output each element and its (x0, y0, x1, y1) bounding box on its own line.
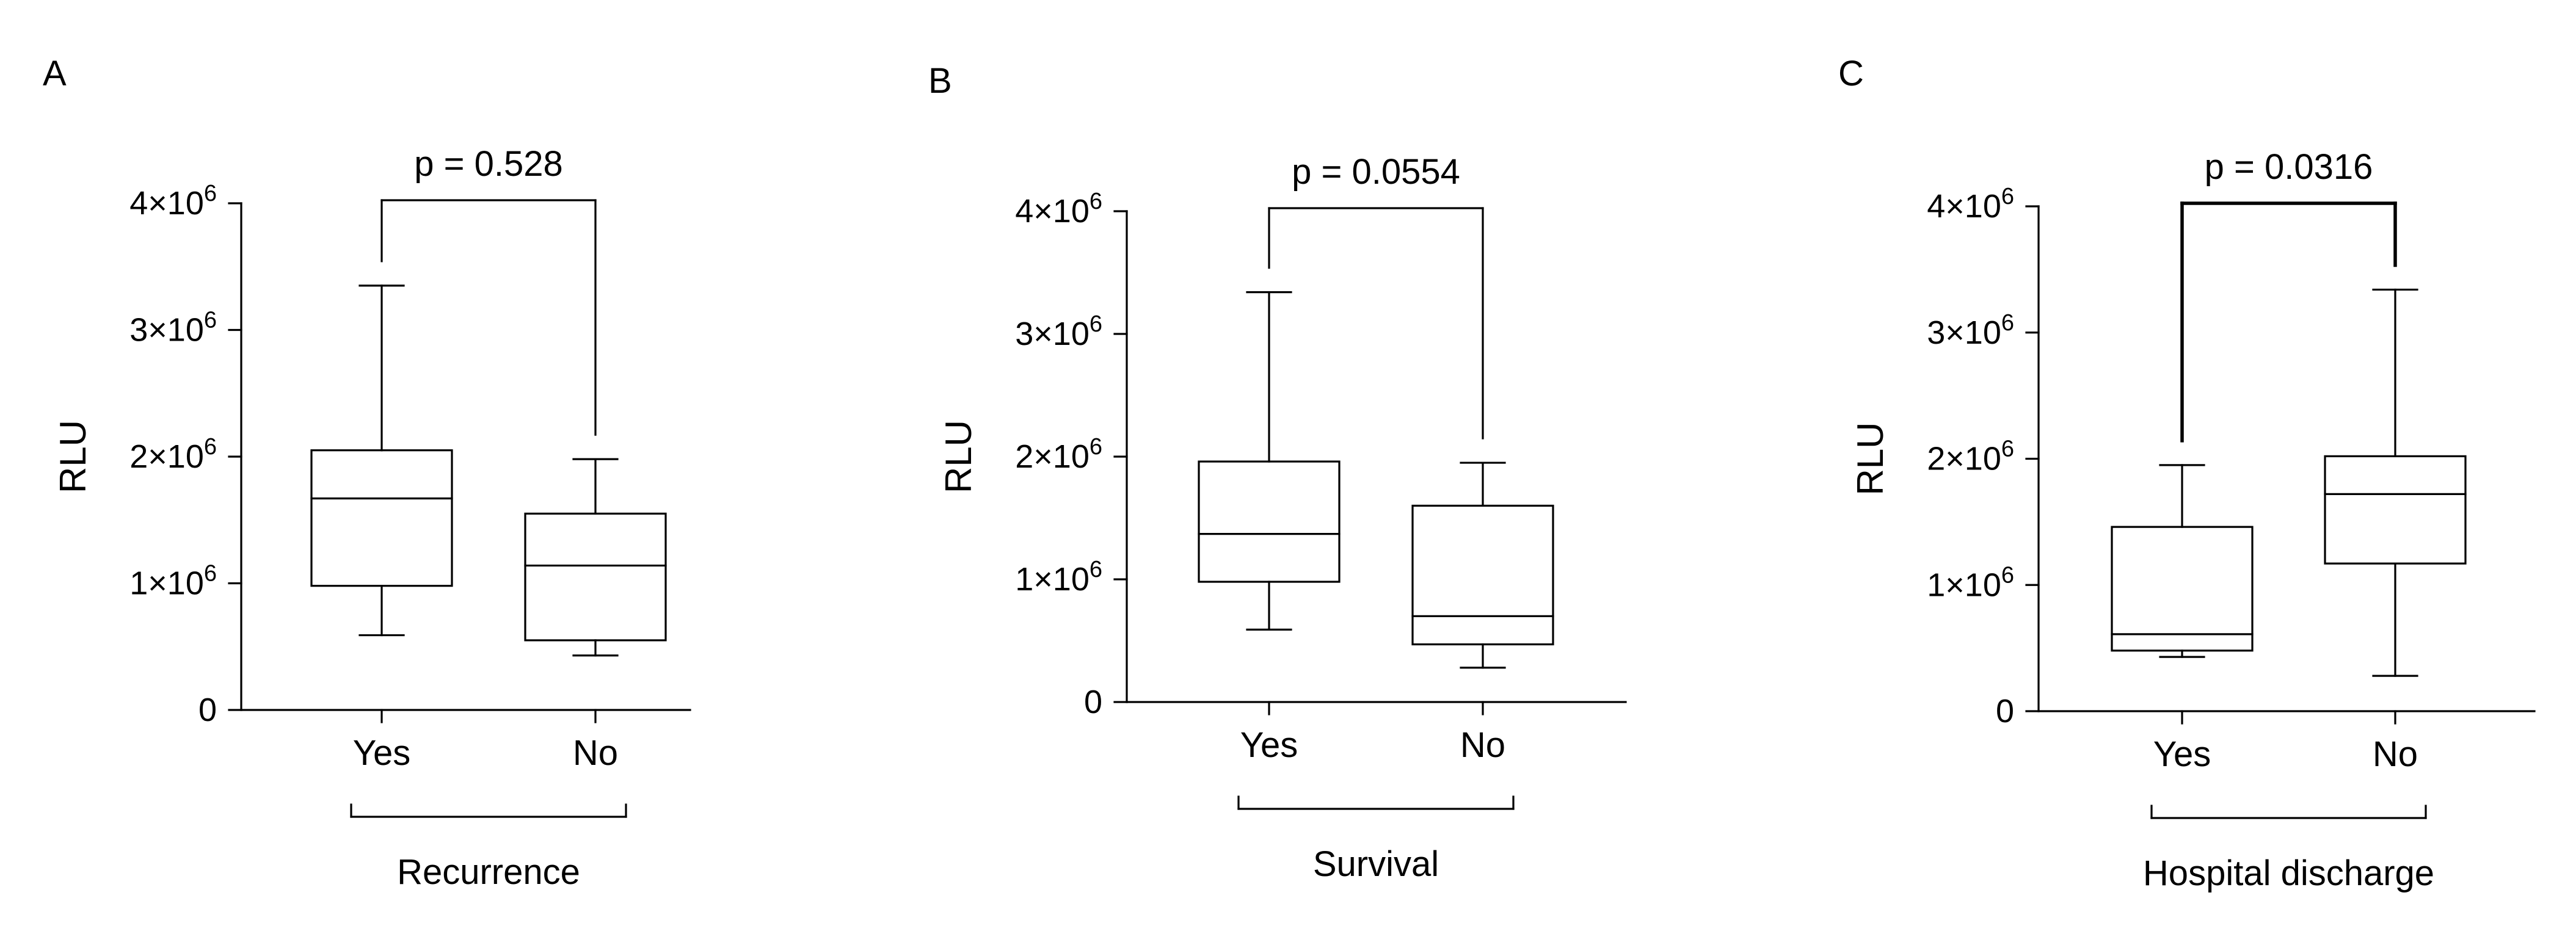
box-yes (1198, 291, 1341, 631)
y-tick-label: 0 (198, 692, 217, 728)
iqr-box (1198, 460, 1341, 583)
y-axis-label: RLU (53, 420, 93, 493)
group-label: Recurrence (397, 852, 580, 892)
panel-label: A (43, 54, 67, 93)
y-tick-label: 4×106 (1015, 189, 1102, 230)
iqr-box (2324, 455, 2467, 565)
y-tick-label: 2×106 (1927, 436, 2014, 477)
x-tick-label: Yes (1240, 725, 1298, 765)
panel-label: B (928, 61, 952, 101)
iqr-box (1411, 504, 1554, 646)
y-tick-label: 4×106 (129, 181, 217, 222)
y-tick-label: 1×106 (129, 561, 217, 602)
y-axis-label: RLU (1850, 422, 1891, 495)
y-tick-label: 0 (1084, 684, 1102, 720)
box-yes (310, 284, 453, 637)
y-axis-label: RLU (938, 420, 979, 493)
y-tick-label: 2×106 (1015, 434, 1102, 475)
group-label: Survival (1313, 844, 1439, 884)
y-tick-label: 3×106 (1927, 310, 2014, 351)
box-no (1411, 462, 1554, 669)
iqr-box (310, 449, 453, 587)
y-tick-label: 1×106 (1015, 557, 1102, 598)
y-tick-label: 2×106 (129, 434, 217, 475)
y-tick-label: 3×106 (129, 308, 217, 349)
iqr-box (524, 512, 667, 642)
box-no (524, 458, 667, 657)
p-value-label: p = 0.528 (414, 144, 563, 184)
y-tick-label: 0 (1996, 693, 2014, 729)
y-tick-label: 1×106 (1927, 562, 2014, 603)
x-tick-label: No (1460, 725, 1505, 765)
panel-b: B 0 1×106 2×106 3×106 4×106 RLU Yes No p = 0.0554… (928, 61, 1627, 884)
iqr-box (2111, 526, 2254, 652)
panel-label: C (1838, 54, 1864, 93)
panel-c: C 0 1×106 2×106 3×106 4×106 RLU Yes No p = 0.0316… (1838, 54, 2536, 893)
y-tick-label: 4×106 (1927, 184, 2014, 225)
x-tick-label: Yes (353, 733, 411, 773)
panel-a: A 0 1×106 2×106 3×106 4×106 RLU Yes No p = 0.528 R… (43, 54, 691, 892)
p-value-label: p = 0.0316 (2205, 147, 2373, 187)
x-tick-label: No (573, 733, 618, 773)
p-value-label: p = 0.0554 (1292, 152, 1460, 192)
y-tick-label: 3×106 (1015, 311, 1102, 352)
x-tick-label: Yes (2153, 734, 2211, 774)
box-no (2324, 288, 2467, 677)
group-label: Hospital discharge (2143, 853, 2434, 893)
x-tick-label: No (2373, 734, 2418, 774)
box-yes (2111, 464, 2254, 658)
